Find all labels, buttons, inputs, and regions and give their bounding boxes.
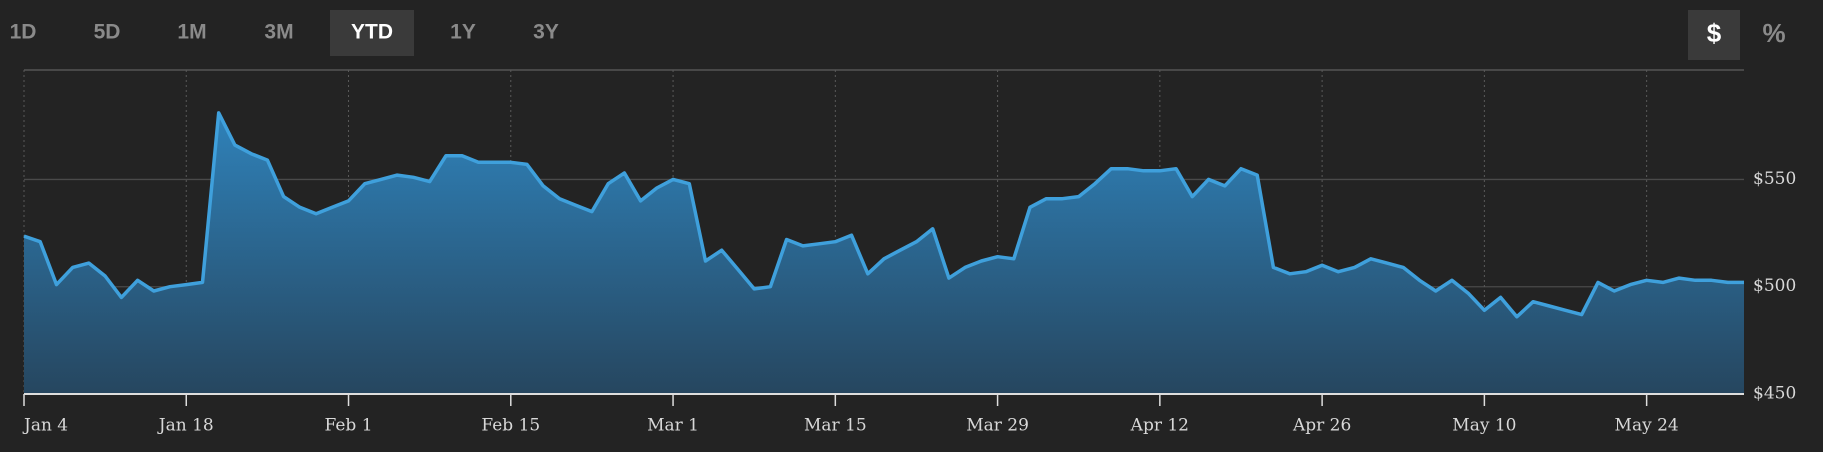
unit-toggle[interactable]: % [1762, 18, 1785, 48]
x-tick-label: Mar 15 [804, 416, 867, 436]
y-tick-label: $500 [1753, 276, 1796, 296]
x-tick-label: Mar 29 [966, 416, 1029, 436]
x-tick-label: Jan 4 [22, 416, 68, 436]
range-tab[interactable]: 3M [264, 21, 293, 44]
y-tick-label: $550 [1753, 169, 1796, 189]
tab-highlight [330, 10, 414, 56]
area-fill [24, 112, 1744, 395]
y-tick-label: $450 [1753, 384, 1796, 404]
range-tab[interactable]: 1D [10, 21, 37, 44]
x-tick-label: Mar 1 [647, 416, 699, 436]
x-tick-label: Jan 18 [157, 416, 214, 436]
range-tab[interactable]: 1M [177, 21, 206, 44]
range-tab[interactable]: 3Y [533, 21, 559, 44]
x-tick-label: Feb 1 [325, 416, 373, 436]
x-tick-label: Apr 12 [1130, 416, 1189, 436]
range-tab[interactable]: 1Y [450, 21, 476, 44]
x-tick-label: May 24 [1615, 416, 1679, 436]
x-tick-label: Feb 15 [481, 416, 540, 436]
unit-highlight [1688, 10, 1740, 60]
price-line [23, 111, 1744, 319]
range-tab[interactable]: YTD [351, 21, 393, 44]
range-tab[interactable]: 5D [94, 21, 121, 44]
x-tick-label: May 10 [1452, 416, 1516, 436]
unit-toggle[interactable]: $ [1707, 18, 1722, 48]
x-tick-label: Apr 26 [1292, 416, 1351, 436]
